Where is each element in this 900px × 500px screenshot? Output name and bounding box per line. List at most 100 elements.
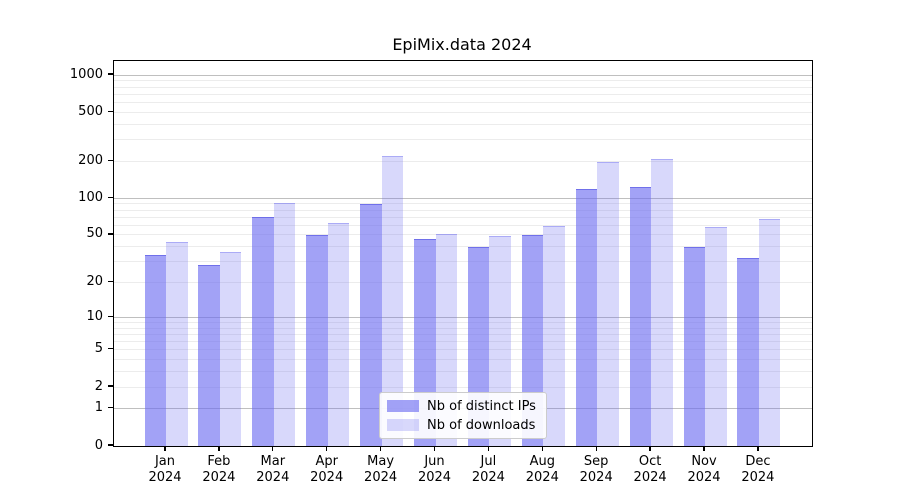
y-tick-mark-500 — [108, 110, 113, 112]
minor-gridline-6 — [114, 341, 812, 343]
y-tick-label-10: 10 — [86, 308, 103, 324]
bar-jan-downloads — [166, 241, 188, 446]
legend: Nb of distinct IPs Nb of downloads — [379, 392, 547, 439]
minor-gridline-9 — [114, 321, 812, 323]
y-tick-label-2: 2 — [94, 378, 103, 394]
bar-nov-distinct-ips — [683, 246, 705, 446]
minor-gridline-3 — [114, 371, 812, 373]
x-tick-mark-sep — [595, 446, 597, 452]
legend-item-downloads: Nb of downloads — [387, 417, 538, 433]
legend-swatch-dark — [387, 400, 419, 412]
y-tick-mark-100 — [108, 196, 113, 198]
y-tick-label-1: 1 — [94, 400, 103, 416]
bar-may-downloads — [381, 156, 404, 446]
minor-gridline-70 — [114, 216, 812, 218]
bar-dec-distinct-ips — [737, 258, 759, 446]
minor-gridline-800 — [114, 86, 812, 88]
bar-feb-downloads — [219, 252, 242, 446]
x-tick-mark-jun — [433, 446, 436, 452]
x-tick-label-jan: Jan 2024 — [148, 454, 182, 485]
x-tick-mark-mar — [272, 446, 274, 452]
minor-gridline-700 — [114, 93, 812, 95]
y-tick-label-200: 200 — [78, 152, 103, 168]
x-tick-mark-dec — [757, 446, 759, 452]
x-tick-mark-apr — [326, 446, 328, 452]
minor-gridline-30 — [114, 261, 812, 263]
minor-gridline-600 — [114, 101, 812, 103]
bar-oct-distinct-ips — [629, 187, 652, 446]
bar-apr-distinct-ips — [306, 234, 328, 446]
minor-gridline-300 — [114, 139, 812, 141]
x-tick-label-sep: Sep 2024 — [579, 454, 613, 485]
bar-oct-downloads — [651, 158, 673, 446]
y-tick-label-0: 0 — [94, 437, 103, 453]
y-tick-label-500: 500 — [78, 103, 103, 119]
x-tick-label-jul: Jul 2024 — [471, 454, 505, 485]
chart-title: EpiMix.data 2024 — [392, 35, 532, 54]
y-tick-mark-50 — [108, 233, 113, 235]
y-tick-mark-2 — [108, 385, 113, 387]
minor-gridline-4 — [114, 359, 812, 361]
minor-gridline-400 — [114, 123, 812, 125]
minor-gridline-20 — [114, 282, 812, 284]
minor-gridline-900 — [114, 80, 812, 82]
major-gridline-10 — [114, 316, 812, 318]
legend-label: Nb of downloads — [427, 417, 536, 433]
x-tick-label-apr: Apr 2024 — [310, 454, 344, 485]
x-tick-label-dec: Dec 2024 — [741, 454, 775, 485]
x-tick-mark-nov — [703, 446, 705, 452]
bar-aug-downloads — [543, 226, 565, 446]
y-tick-mark-5 — [108, 348, 113, 350]
x-tick-mark-feb — [218, 446, 220, 452]
x-tick-label-aug: Aug 2024 — [525, 454, 559, 485]
minor-gridline-8 — [114, 327, 812, 329]
x-tick-mark-jul — [487, 446, 490, 452]
y-tick-mark-0 — [108, 444, 113, 446]
x-tick-label-may: May 2024 — [364, 454, 398, 485]
y-tick-label-100: 100 — [78, 189, 103, 205]
x-tick-mark-may — [379, 446, 382, 452]
major-gridline-100 — [114, 197, 812, 199]
minor-gridline-40 — [114, 246, 812, 248]
legend-label: Nb of distinct IPs — [427, 398, 536, 414]
x-tick-label-nov: Nov 2024 — [687, 454, 721, 485]
x-tick-label-feb: Feb 2024 — [202, 454, 236, 485]
minor-gridline-500 — [114, 111, 812, 113]
y-tick-mark-20 — [108, 280, 113, 283]
y-tick-label-1000: 1000 — [69, 66, 103, 82]
bar-mar-downloads — [273, 203, 296, 446]
x-tick-mark-aug — [541, 446, 543, 452]
bar-nov-downloads — [705, 227, 727, 446]
y-tick-mark-1000 — [108, 73, 113, 75]
bar-sep-downloads — [597, 161, 619, 446]
minor-gridline-80 — [114, 209, 812, 211]
minor-gridline-60 — [114, 224, 812, 226]
major-gridline-1000 — [114, 74, 812, 76]
minor-gridline-90 — [114, 203, 812, 205]
minor-gridline-200 — [114, 160, 812, 162]
plot-area: Nb of distinct IPs Nb of downloads — [113, 60, 813, 447]
bar-may-distinct-ips — [360, 203, 382, 446]
y-tick-mark-200 — [108, 159, 113, 161]
y-tick-label-50: 50 — [86, 226, 103, 242]
y-tick-mark-10 — [108, 315, 113, 317]
minor-gridline-2 — [114, 386, 812, 388]
bar-mar-distinct-ips — [252, 217, 274, 446]
minor-gridline-5 — [114, 349, 812, 351]
y-tick-mark-1 — [108, 407, 113, 409]
bar-sep-distinct-ips — [575, 188, 598, 446]
y-tick-label-5: 5 — [94, 341, 103, 357]
x-tick-label-oct: Oct 2024 — [633, 454, 667, 485]
x-tick-label-jun: Jun 2024 — [417, 454, 452, 485]
bar-dec-downloads — [758, 219, 781, 446]
legend-item-distinct-ips: Nb of distinct IPs — [387, 398, 538, 414]
x-tick-mark-oct — [649, 446, 651, 452]
bar-feb-distinct-ips — [198, 265, 220, 446]
minor-gridline-50 — [114, 234, 812, 236]
legend-swatch-light — [387, 419, 419, 431]
x-tick-label-mar: Mar 2024 — [256, 454, 290, 485]
minor-gridline-7 — [114, 333, 812, 335]
x-tick-mark-jan — [164, 446, 166, 452]
bar-apr-downloads — [327, 222, 350, 446]
